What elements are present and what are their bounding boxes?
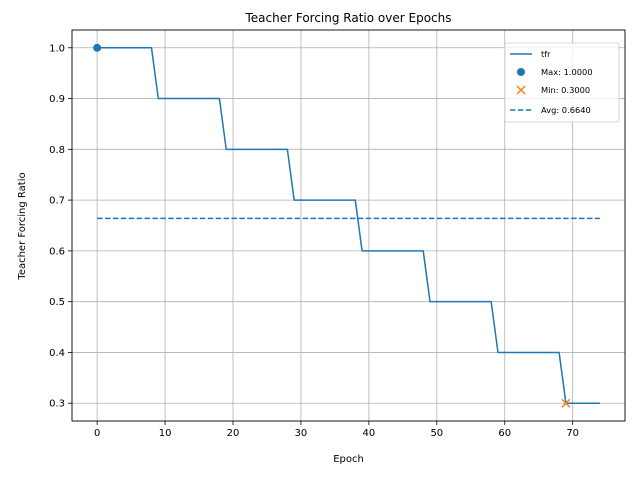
y-tick-label: 0.9 [49,94,65,105]
legend-box [504,42,620,123]
legend-label-tfr: tfr [541,49,551,59]
x-axis: 0 10 20 30 40 50 60 70 [94,421,579,439]
plot-frame [71,29,626,422]
y-axis-label: Teacher Forcing Ratio [17,172,28,280]
y-tick-label: 0.4 [49,348,65,359]
y-tick-label: 0.3 [49,399,65,410]
x-tick-label: 10 [159,428,172,439]
y-tick-label: 1.0 [49,43,65,54]
x-tick-label: 60 [498,428,511,439]
x-tick-label: 40 [363,428,376,439]
x-tick-label: 50 [430,428,443,439]
legend-label-avg: Avg: 0.6640 [541,105,591,115]
x-tick-label: 30 [295,428,308,439]
y-tick-label: 0.6 [49,246,65,257]
y-tick-label: 0.7 [49,196,65,207]
series [97,47,600,404]
max-marker [93,43,102,52]
legend-swatch-min [516,85,526,95]
series-line-tfr [97,47,600,404]
x-axis-label: Epoch [333,454,364,465]
y-tick-label: 0.5 [49,297,65,308]
x-tick-label: 20 [227,428,240,439]
legend-label-max: Max: 1.0000 [541,67,593,77]
markers [93,43,571,408]
y-tick-label: 0.8 [49,145,65,156]
x-tick-label: 0 [94,428,100,439]
min-marker [561,398,571,408]
chart-title: Teacher Forcing Ratio over Epochs [244,11,451,25]
legend-label-min: Min: 0.3000 [541,85,590,95]
legend-swatch-max [517,68,525,76]
x-tick-label: 70 [566,428,579,439]
y-axis: 0.3 0.4 0.5 0.6 0.7 0.8 0.9 1.0 [49,43,72,410]
legend: tfr Max: 1.0000 Min: 0.3000 Avg: 0.6640 [504,42,620,123]
